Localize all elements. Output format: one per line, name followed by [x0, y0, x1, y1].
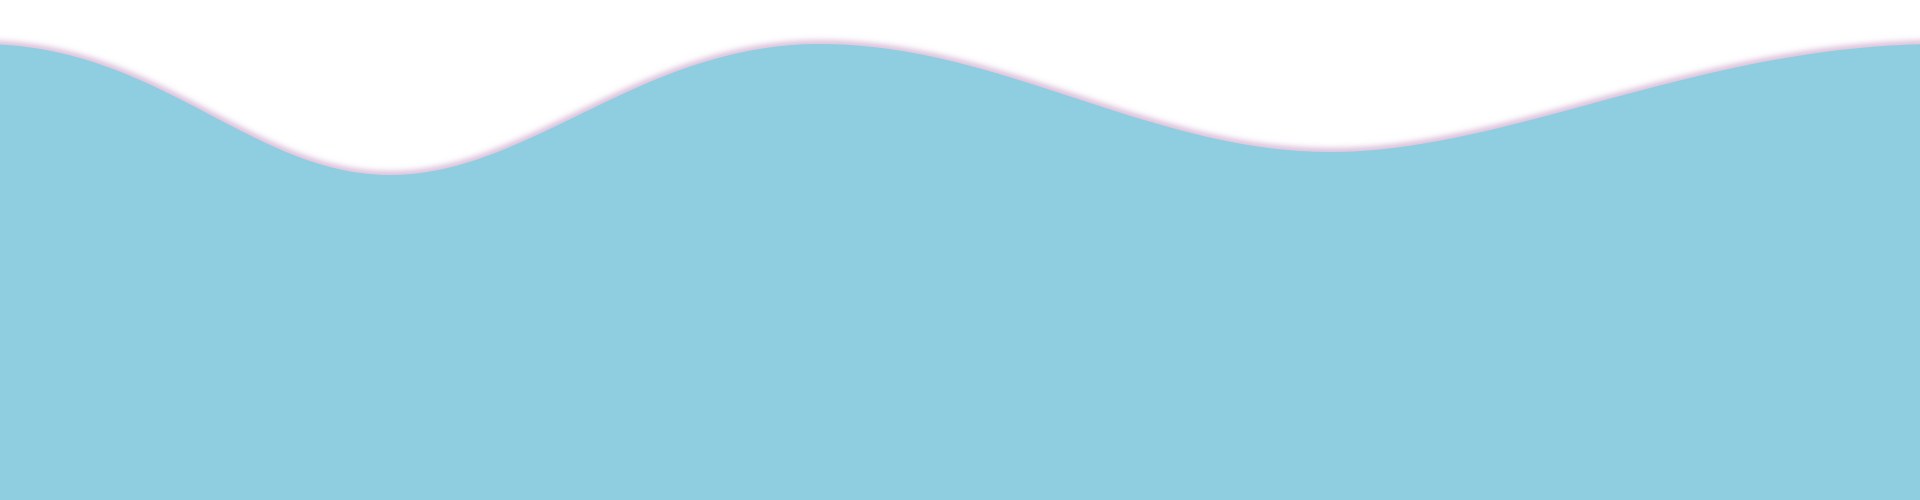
- wave-shape: [0, 44, 1920, 500]
